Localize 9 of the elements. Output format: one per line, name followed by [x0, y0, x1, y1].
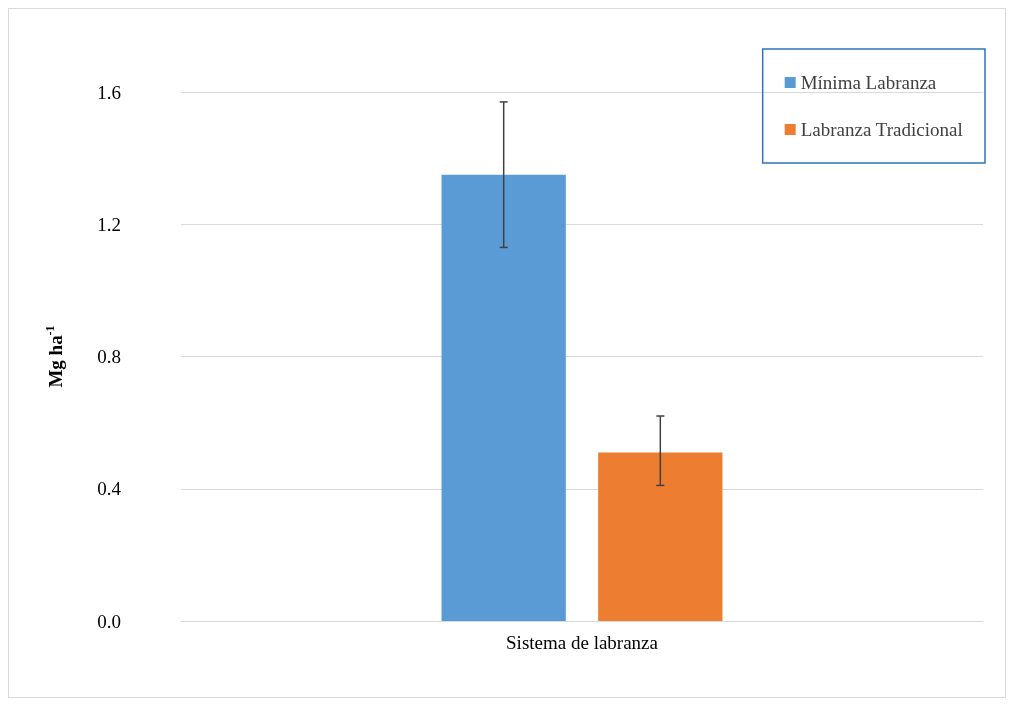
y-tick-label: 0.8: [97, 346, 121, 367]
x-tick-label: Sistema de labranza: [506, 632, 659, 653]
y-tick-label: 0.0: [97, 610, 121, 632]
y-axis-title: Mg ha-1: [43, 325, 66, 388]
y-tick-label: 1.2: [97, 213, 121, 235]
y-tick-label: 0.4: [97, 478, 122, 500]
legend-label: Labranza Tradicional: [800, 119, 963, 140]
legend-label: Mínima Labranza: [800, 72, 937, 93]
y-tick-label: 1.6: [97, 81, 121, 103]
